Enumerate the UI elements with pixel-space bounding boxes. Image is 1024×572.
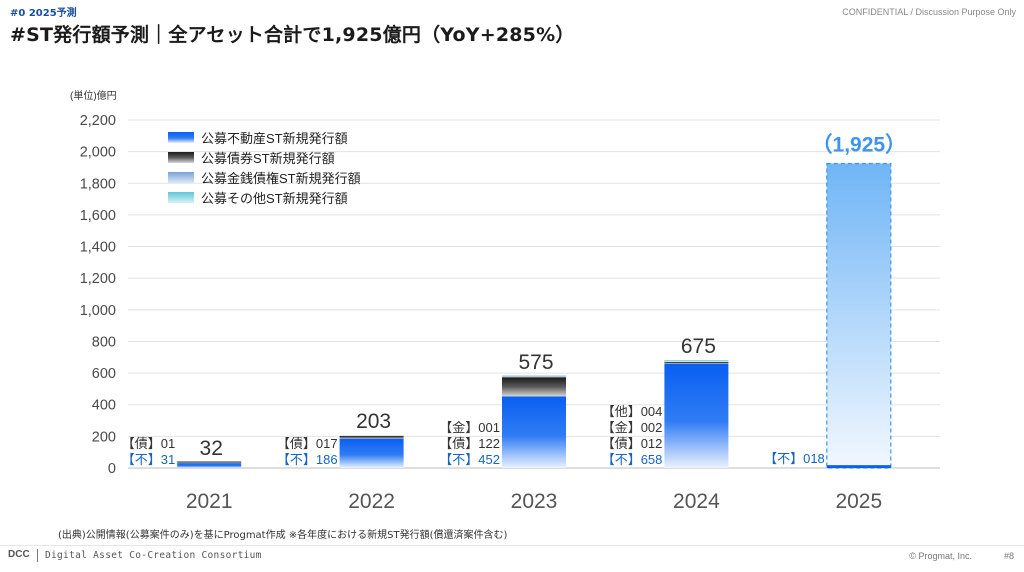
y-tick-label: 0 bbox=[108, 461, 116, 477]
footer-organization: Digital Asset Co-Creation Consortium bbox=[45, 550, 262, 561]
y-tick-label: 400 bbox=[92, 398, 116, 414]
y-tick-label: 2,200 bbox=[80, 113, 116, 129]
y-tick-label: 1,800 bbox=[80, 176, 116, 192]
source-note: (出典)公開情報(公募案件のみ)を基にProgmat作成 ※各年度における新規S… bbox=[58, 530, 508, 541]
x-tick-label: 2021 bbox=[186, 490, 233, 513]
bar-segment bbox=[826, 465, 891, 468]
legend-label: 公募債券ST新規発行額 bbox=[201, 151, 335, 166]
legend-swatch bbox=[168, 152, 194, 163]
bar-annotation: 【他】004 bbox=[602, 404, 663, 419]
legend-label: 公募不動産ST新規発行額 bbox=[201, 131, 348, 146]
bar-segment bbox=[177, 463, 242, 468]
page-title: #ST発行額予測｜全アセット合計で1,925億円（YoY+285%） bbox=[10, 24, 575, 46]
legend-swatch bbox=[168, 192, 194, 203]
bar-segment bbox=[664, 362, 729, 364]
st-issuance-chart: (単位)億円 0 200 400 600 800 1,000 1,200 1,400 1,600 1… bbox=[70, 89, 940, 513]
total-label: 675 bbox=[681, 335, 716, 358]
bar-segment bbox=[664, 363, 729, 468]
footer-separator bbox=[37, 549, 38, 562]
legend-label: 公募金銭債権ST新規発行額 bbox=[201, 171, 361, 186]
bar-annotation: 【債】122 bbox=[439, 436, 500, 451]
legend-swatch bbox=[168, 132, 194, 143]
total-label: 203 bbox=[356, 410, 391, 433]
bar-segment bbox=[339, 435, 404, 439]
bar-segment bbox=[502, 377, 566, 397]
bar-segment bbox=[502, 396, 566, 468]
y-tick-label: 1,200 bbox=[80, 271, 116, 287]
section-tag: #0 2025予測 bbox=[10, 8, 77, 19]
x-tick-label: 2023 bbox=[511, 490, 558, 513]
x-tick-label: 2022 bbox=[348, 490, 395, 513]
legend-swatch bbox=[168, 172, 194, 183]
y-tick-label: 600 bbox=[92, 366, 116, 382]
y-tick-label: 1,000 bbox=[80, 303, 116, 319]
bar-segment bbox=[502, 375, 566, 378]
total-label: 575 bbox=[518, 351, 553, 374]
bar-segment bbox=[339, 438, 404, 468]
x-tick-label: 2025 bbox=[835, 490, 882, 513]
footer-divider bbox=[0, 545, 1024, 546]
y-tick-label: 2,000 bbox=[80, 145, 116, 161]
bar-annotation: 【不】186 bbox=[277, 452, 338, 467]
total-label: 32 bbox=[200, 437, 223, 460]
bar-annotation: 【債】012 bbox=[602, 436, 663, 451]
bar-annotation: 【金】002 bbox=[602, 420, 663, 435]
forecast-total-label: （1,925） bbox=[812, 133, 907, 157]
forecast-bar bbox=[826, 162, 892, 469]
bar-annotation: 【債】01 bbox=[122, 436, 175, 451]
bar-annotation: 【不】31 bbox=[122, 452, 175, 467]
y-tick-label: 800 bbox=[92, 334, 116, 350]
bar-segment bbox=[664, 360, 729, 362]
bar-segment bbox=[177, 461, 242, 464]
copyright: © Progmat, Inc. bbox=[909, 551, 972, 561]
y-axis-unit-label: (単位)億円 bbox=[70, 89, 117, 102]
bar-annotation: 【金】001 bbox=[439, 420, 500, 435]
dcc-logo: DCC bbox=[8, 549, 30, 560]
bar-annotation: 【債】017 bbox=[277, 436, 338, 451]
page-number: #8 bbox=[1003, 551, 1014, 561]
y-tick-label: 1,600 bbox=[80, 208, 116, 224]
bar-annotation: 【不】018 bbox=[764, 451, 825, 466]
legend-label: 公募その他ST新規発行額 bbox=[201, 191, 348, 206]
y-tick-label: 200 bbox=[92, 429, 116, 445]
y-tick-label: 1,400 bbox=[80, 240, 116, 256]
x-tick-label: 2024 bbox=[673, 490, 720, 513]
bar-annotation: 【不】658 bbox=[602, 452, 663, 467]
confidential-label: CONFIDENTIAL / Discussion Purpose Only bbox=[842, 7, 1016, 17]
bar-annotation: 【不】452 bbox=[439, 452, 500, 467]
